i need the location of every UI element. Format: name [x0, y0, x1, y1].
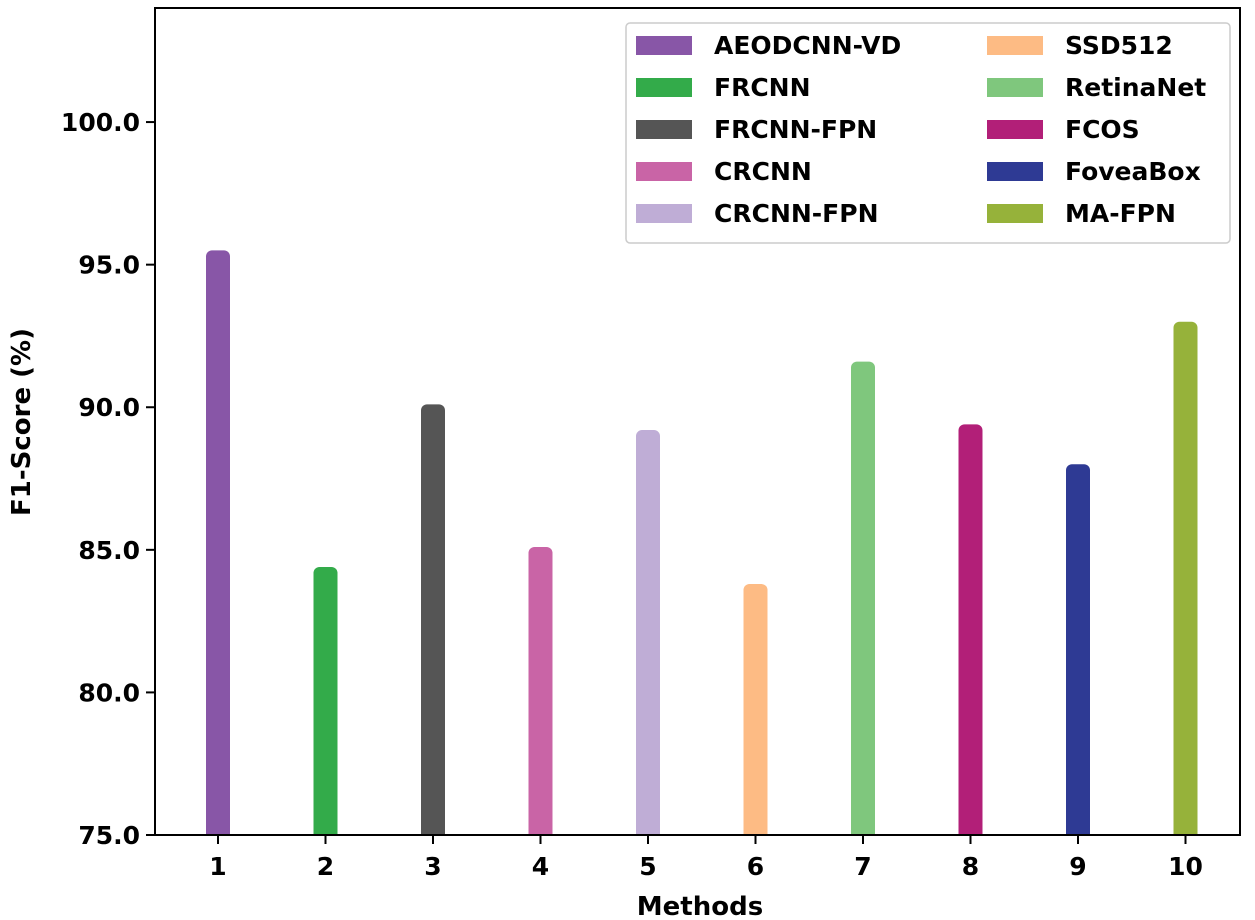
bar-foveabox: [1066, 464, 1090, 835]
x-axis-label: Methods: [637, 892, 763, 920]
legend-entry: CRCNN: [714, 157, 812, 186]
x-tick-label: 6: [747, 852, 764, 881]
legend-swatch: [636, 162, 692, 181]
bar-fcos: [958, 424, 983, 835]
legend-swatch: [987, 162, 1043, 181]
y-tick-label: 100.0: [61, 108, 140, 137]
x-tick-label: 4: [532, 852, 549, 881]
legend-entry: CRCNN-FPN: [714, 199, 879, 228]
bar-retinanet: [851, 361, 875, 835]
legend-swatch: [636, 78, 692, 97]
x-tick-label: 8: [962, 852, 979, 881]
legend-swatch: [636, 120, 692, 139]
legend-swatch: [987, 204, 1043, 223]
legend-entry: FCOS: [1065, 115, 1140, 144]
bar-ssd512: [743, 584, 768, 835]
bar-base-frcnn-fpn: [421, 815, 445, 835]
bar-frcnn-fpn: [421, 404, 445, 835]
x-tick-label: 7: [854, 852, 871, 881]
x-tick-label: 2: [317, 852, 334, 881]
bar-frcnn: [313, 566, 338, 835]
x-tick-label: 9: [1069, 852, 1086, 881]
legend-entry: MA-FPN: [1065, 199, 1176, 228]
y-axis-label: F1-Score (%): [7, 328, 37, 516]
legend-swatch: [987, 120, 1043, 139]
bars-group: [206, 250, 1198, 835]
legend-box: [625, 22, 1231, 244]
bar-ma-fpn: [1173, 321, 1198, 835]
bar-base-crcnn-fpn: [636, 815, 660, 835]
y-tick-label: 80.0: [78, 678, 140, 707]
bar-base-fcos: [958, 815, 983, 835]
bar-crcnn: [528, 546, 553, 835]
bar-base-retinanet: [851, 815, 875, 835]
legend-swatch: [636, 36, 692, 55]
x-tick-label: 5: [639, 852, 656, 881]
bar-base-ma-fpn: [1173, 815, 1198, 835]
bar-base-crcnn: [528, 815, 553, 835]
bar-base-foveabox: [1066, 815, 1090, 835]
plot-frame: [154, 7, 1241, 836]
legend-swatch: [987, 36, 1043, 55]
x-tick-label: 3: [424, 852, 441, 881]
legend-entry: FRCNN: [714, 73, 811, 102]
y-tick-label: 95.0: [78, 251, 140, 280]
bar-base-aeodcnn-vd: [206, 815, 230, 835]
y-tick-label: 90.0: [78, 393, 140, 422]
ticks-group: 75.0 80.0 85.0 90.0 95.0 100.0 1 2 3 4 5 6 7 8 9 10: [61, 108, 1203, 881]
legend-entry: FRCNN-FPN: [714, 115, 877, 144]
legend-swatch: [636, 204, 692, 223]
x-tick-label: 1: [209, 852, 226, 881]
legend-entry: FoveaBox: [1065, 157, 1201, 186]
legend-entry: RetinaNet: [1065, 73, 1206, 102]
legend-entry: SSD512: [1065, 31, 1173, 60]
legend: AEODCNN-VD FRCNN FRCNN-FPN CRCNN CRCNN-FPN SS…: [625, 22, 1231, 244]
bar-base-ssd512: [743, 815, 768, 835]
bar-base-frcnn: [313, 815, 338, 835]
y-tick-label: 85.0: [78, 536, 140, 565]
bar-aeodcnn-vd: [206, 250, 230, 835]
bar-crcnn-fpn: [636, 430, 660, 835]
legend-swatch: [987, 78, 1043, 97]
legend-entry: AEODCNN-VD: [714, 31, 901, 60]
y-tick-label: 75.0: [78, 821, 140, 850]
x-tick-label: 10: [1168, 852, 1203, 881]
